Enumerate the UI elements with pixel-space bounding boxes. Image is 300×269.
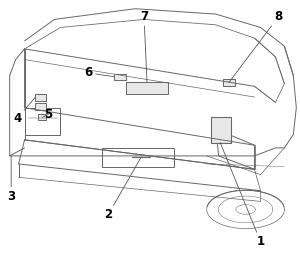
- Text: 4: 4: [13, 98, 35, 125]
- Bar: [102, 148, 174, 167]
- Bar: [114, 74, 125, 80]
- Text: 5: 5: [43, 108, 52, 121]
- Bar: [38, 114, 46, 120]
- Bar: [223, 79, 235, 86]
- Text: 2: 2: [104, 157, 141, 221]
- Bar: [35, 104, 46, 110]
- Text: 8: 8: [229, 10, 283, 83]
- Bar: [211, 117, 231, 143]
- Bar: [35, 94, 46, 101]
- Text: 3: 3: [7, 156, 15, 203]
- Text: 1: 1: [220, 143, 265, 248]
- Text: 6: 6: [85, 66, 114, 79]
- Bar: [126, 82, 168, 94]
- Text: 7: 7: [140, 10, 148, 82]
